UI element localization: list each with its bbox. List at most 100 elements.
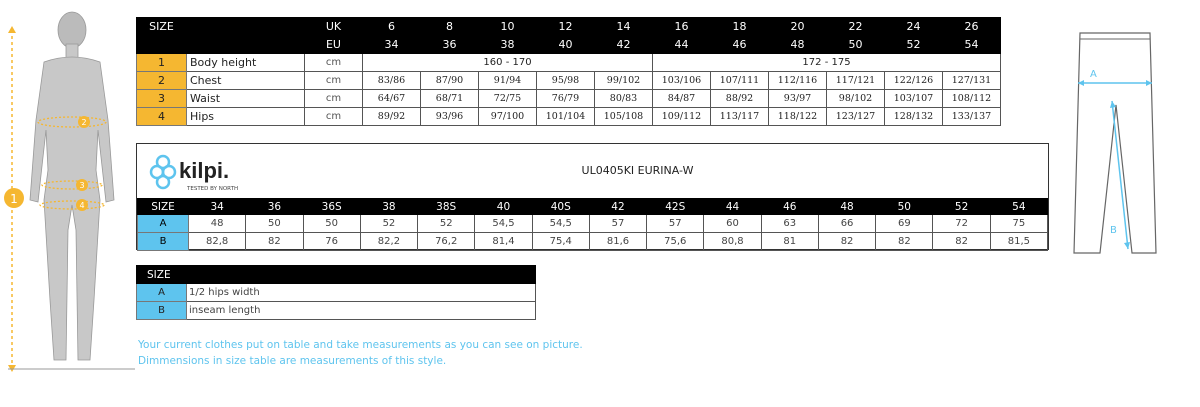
measurement-cell: 50	[245, 214, 304, 233]
measurement-cell: 50	[302, 214, 361, 233]
measurement-cell: 105/108	[594, 107, 653, 126]
measurement-cell: 81,6	[588, 232, 648, 251]
row-number: 3	[136, 89, 187, 108]
measurement-cell: 87/90	[420, 71, 479, 90]
measurement-cell: 82	[875, 232, 934, 251]
size-cell: 36S	[302, 198, 361, 215]
measurement-cell: 108/112	[942, 89, 1001, 108]
measurement-cell: 82,2	[359, 232, 419, 251]
uk-size: 6	[362, 17, 421, 36]
eu-size: 36	[420, 35, 479, 54]
measurement-cell: 69	[875, 214, 934, 233]
measurement-cell: 83/86	[362, 71, 421, 90]
legend-row: A 1/2 hips width	[136, 283, 536, 302]
table-row: 2 Chest cm 83/86 87/90 91/94 95/98 99/102 103/10…	[136, 71, 1001, 90]
row-number: 4	[136, 107, 187, 126]
measurement-cell: 118/122	[768, 107, 827, 126]
product-title: UL0405KI EURINA-W	[581, 164, 694, 177]
measurement-cell: 93/96	[420, 107, 479, 126]
body-size-table: SIZE UK 6 8 10 12 14 16 18 20 22 24 26 EU 34 36 38 40 4…	[136, 17, 1001, 126]
legend-label: A	[136, 283, 187, 302]
measurement-cell: 98/102	[826, 89, 885, 108]
measurement-cell: 89/92	[362, 107, 421, 126]
measurement-cell: 93/97	[768, 89, 827, 108]
measurement-cell: 64/67	[362, 89, 421, 108]
row-label: Hips	[186, 107, 305, 126]
measurement-cell: 72	[932, 214, 991, 233]
legend-label: B	[136, 301, 187, 320]
measurement-cell: 109/112	[652, 107, 711, 126]
table-row: 4 Hips cm 89/92 93/96 97/100 101/104 105/108 109…	[136, 107, 1001, 126]
legend-header: SIZE	[136, 265, 187, 284]
size-header: SIZE	[136, 17, 187, 36]
measurement-cell: 48	[187, 214, 247, 233]
measurement-cell: 57	[646, 214, 705, 233]
measurement-cell: 127/131	[942, 71, 1001, 90]
eu-size: 48	[768, 35, 827, 54]
note-line: Dimmensions in size table are measuremen…	[138, 355, 447, 367]
row-unit: cm	[304, 53, 363, 72]
eu-size: 38	[478, 35, 537, 54]
uk-size: 10	[478, 17, 537, 36]
measurement-cell: 95/98	[536, 71, 595, 90]
row-number: 2	[136, 71, 187, 90]
measurement-cell: 76,2	[417, 232, 476, 251]
measurement-cell: 76/79	[536, 89, 595, 108]
row-unit: cm	[304, 71, 363, 90]
eu-size: 50	[826, 35, 885, 54]
measurement-cell: 113/117	[710, 107, 769, 126]
row-label: Waist	[186, 89, 305, 108]
size-cell: 54	[989, 198, 1049, 215]
measurement-cell: 57	[588, 214, 648, 233]
measurement-cell: 52	[359, 214, 419, 233]
uk-size: 12	[536, 17, 595, 36]
size-cell: 38	[359, 198, 419, 215]
uk-size: 16	[652, 17, 711, 36]
row-unit: cm	[304, 89, 363, 108]
measurement-cell: 54,5	[531, 214, 590, 233]
table-row: A 48 50 50 52 52 54,5 54,5 57 57 60 63 66 69 72 75	[137, 214, 1049, 233]
uk-size: 26	[942, 17, 1001, 36]
body-measurement-figure: 2 3 4 1	[4, 11, 135, 372]
size-cell: 44	[703, 198, 762, 215]
size-cell: 40S	[531, 198, 590, 215]
note-line: Your current clothes put on table and ta…	[138, 339, 583, 351]
eu-size: 54	[942, 35, 1001, 54]
marker-2: 2	[81, 118, 86, 127]
table-row: 3 Waist cm 64/67 68/71 72/75 76/79 80/83 84/87 88…	[136, 89, 1001, 108]
measurement-cell: 80,8	[703, 232, 762, 251]
measurement-cell: 81,4	[474, 232, 533, 251]
legend-desc: inseam length	[186, 301, 536, 320]
eu-size: 40	[536, 35, 595, 54]
eu-size: 42	[594, 35, 653, 54]
size-cell: 40	[474, 198, 533, 215]
measurement-cell: 103/106	[652, 71, 711, 90]
measurement-cell: 97/100	[478, 107, 537, 126]
uk-label: UK	[304, 17, 363, 36]
measurement-cell: 82,8	[187, 232, 247, 251]
measurement-cell: 75,6	[646, 232, 705, 251]
marker-3: 3	[79, 181, 84, 190]
size-cell: 38S	[417, 198, 476, 215]
measurement-cell: 60	[703, 214, 762, 233]
measurement-cell: 82	[932, 232, 991, 251]
size-cell: 46	[760, 198, 819, 215]
measurement-cell: 107/111	[710, 71, 769, 90]
eu-size: 34	[362, 35, 421, 54]
height-range: 160 - 170	[362, 53, 653, 72]
kilpi-logo: kilpi. TESTED BY NORTH	[149, 150, 259, 198]
row-unit: cm	[304, 107, 363, 126]
eu-size: 44	[652, 35, 711, 54]
eu-size: 46	[710, 35, 769, 54]
measurement-cell: 128/132	[884, 107, 943, 126]
row-label: B	[137, 232, 189, 251]
measurement-cell: 72/75	[478, 89, 537, 108]
product-size-table: SIZE 34 36 36S 38 38S 40 40S 42 42S 44 46 48 50 52 54 A…	[137, 198, 1049, 251]
product-size-box: kilpi. TESTED BY NORTH UL0405KI EURINA-W…	[136, 143, 1049, 251]
uk-size: 20	[768, 17, 827, 36]
measurement-cell: 103/107	[884, 89, 943, 108]
svg-text:TESTED BY NORTH: TESTED BY NORTH	[186, 186, 238, 192]
size-cell: 36	[245, 198, 304, 215]
measurement-cell: 63	[760, 214, 819, 233]
